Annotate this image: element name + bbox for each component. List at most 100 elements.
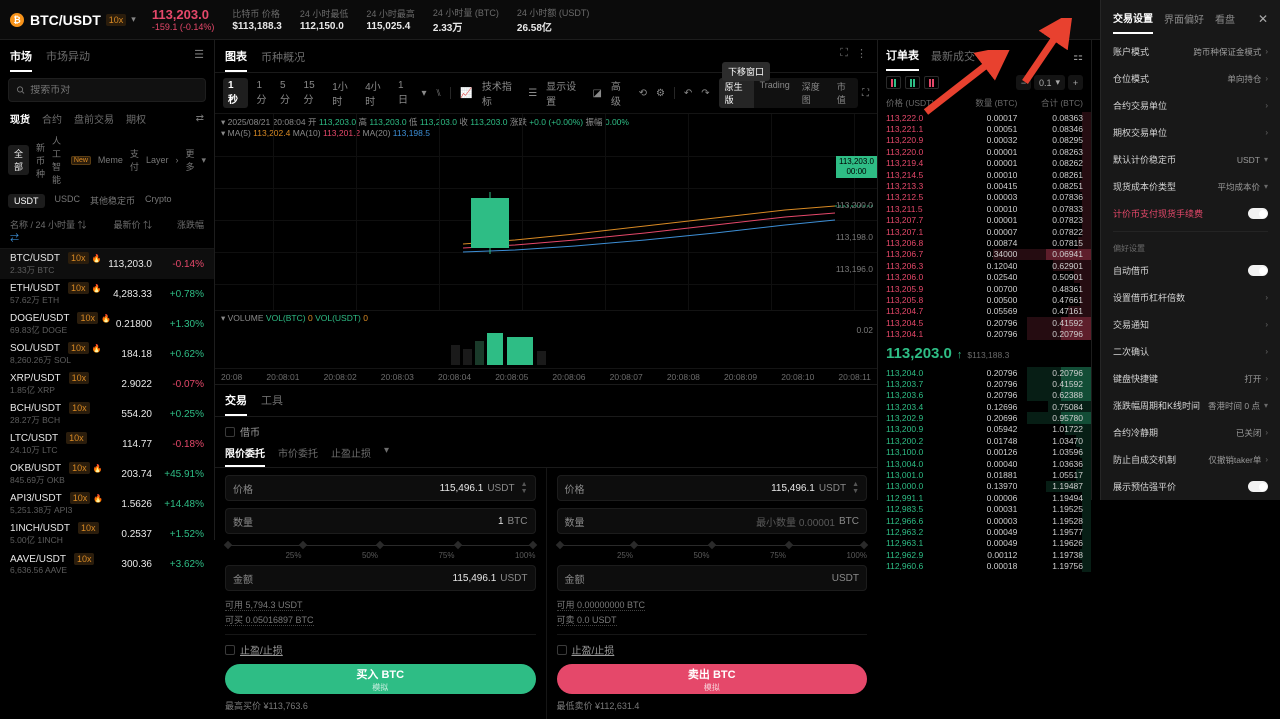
order-book-row[interactable]: 113,200.2 0.01748 1.03470	[878, 435, 1091, 447]
fullscreen-icon[interactable]: ⛶	[862, 87, 870, 99]
order-book-row[interactable]: 112,962.9 0.00112 1.19738	[878, 549, 1091, 561]
order-book-row[interactable]: 113,100.0 0.00126 1.03596	[878, 446, 1091, 458]
order-book-row[interactable]: 113,206.3 0.12040 0.62901	[878, 260, 1091, 272]
order-book-row[interactable]: 113,000.0 0.13970 1.19487	[878, 480, 1091, 493]
sell-price-stepper[interactable]: ▲ ▼	[852, 481, 859, 495]
type-tab-options[interactable]: 期权	[126, 115, 146, 126]
order-book-row[interactable]: 113,204.5 0.20796 0.41592	[878, 317, 1091, 329]
toggle-switch[interactable]	[1248, 265, 1268, 276]
order-book-row[interactable]: 113,221.1 0.00051 0.08346	[878, 123, 1091, 135]
timeframe-1h[interactable]: 1小时	[332, 82, 348, 108]
order-book-row[interactable]: 113,211.5 0.00010 0.07833	[878, 203, 1091, 215]
order-book-row[interactable]: 113,202.9 0.20696 0.95780	[878, 412, 1091, 424]
order-book-row[interactable]: 113,204.7 0.05569 0.47161	[878, 305, 1091, 318]
category-meme[interactable]: Meme	[97, 155, 123, 165]
slider-mark[interactable]	[555, 540, 564, 550]
buy-price-field[interactable]: 价格 115,496.1 USDT ▲ ▼	[225, 475, 536, 501]
display-settings-button[interactable]: 显示设置	[546, 82, 577, 108]
view-both-icon[interactable]	[886, 76, 901, 89]
margin-checkbox[interactable]	[225, 426, 235, 437]
order-book-row[interactable]: 113,213.3 0.00415 0.08251	[878, 180, 1091, 192]
timeframe-1d[interactable]: 1日	[397, 80, 408, 106]
quote-usdt[interactable]: USDT	[8, 194, 45, 208]
expand-icon[interactable]: ⛶	[840, 47, 848, 59]
slider-mark[interactable]	[453, 540, 463, 550]
chevron-down-icon[interactable]: ▾	[131, 14, 136, 24]
tab-recent-trades[interactable]: 最新成交	[931, 51, 975, 63]
order-book-row[interactable]: 112,983.5 0.00031 1.19525	[878, 503, 1091, 515]
sell-button[interactable]: 卖出 BTC 模拟	[556, 664, 867, 694]
advanced-button[interactable]: 高级	[610, 82, 621, 108]
list-item[interactable]: AAVE/USDT 10x 6,636.56 AAVE 300.36 +3.62%	[0, 549, 214, 579]
order-book-row[interactable]: 112,960.6 0.00018 1.19756	[878, 560, 1091, 572]
buy-amount-slider[interactable]: 25% 50% 75% 100%	[223, 540, 537, 560]
header-change[interactable]: 涨跌幅	[176, 220, 204, 230]
view-mode-marketcap[interactable]: 市值	[836, 82, 846, 105]
type-tab-futures[interactable]: 合约	[42, 115, 62, 126]
order-book-row[interactable]: 113,222.0 0.00017 0.08363	[878, 112, 1091, 124]
type-tab-spot[interactable]: 现货	[10, 115, 30, 126]
category-next-icon[interactable]: ›	[175, 155, 179, 165]
tick-increase-button[interactable]: +	[1068, 75, 1083, 90]
category-more[interactable]: 更多	[185, 149, 195, 172]
order-book-row[interactable]: 113,204.1 0.20796 0.20796	[878, 328, 1091, 340]
tab-market[interactable]: 市场	[10, 48, 32, 72]
tab-market-movers[interactable]: 市场异动	[46, 51, 90, 63]
redo-icon[interactable]: ↷	[701, 87, 710, 99]
technical-indicators-button[interactable]: 技术指标	[481, 82, 512, 108]
toggle-switch[interactable]	[1248, 481, 1268, 492]
header-name[interactable]: 名称 / 24 小时量 ⇅ ⇄	[10, 220, 87, 243]
view-mode-tradingview[interactable]: Trading	[759, 80, 790, 90]
buy-price-stepper[interactable]: ▲ ▼	[520, 481, 528, 495]
order-book-row[interactable]: 113,205.9 0.00700 0.48361	[878, 282, 1091, 295]
order-book-row[interactable]: 113,212.5 0.00003 0.07836	[878, 191, 1091, 204]
quote-stable[interactable]: 其他稳定币	[90, 196, 136, 206]
reset-icon[interactable]: ⟲	[638, 87, 647, 99]
order-book-row[interactable]: 112,963.2 0.00049 1.19577	[878, 526, 1091, 538]
order-book-row[interactable]: 113,203.7 0.20796 0.41592	[878, 378, 1091, 390]
indicator-icon[interactable]: 📈	[460, 87, 473, 99]
category-payment[interactable]: 支付	[129, 149, 139, 172]
settings-item[interactable]: 期权交易单位 ›	[1101, 119, 1280, 146]
list-item[interactable]: SOL/USDT 10x 🔥 8,260.26万 SOL 184.18 +0.62%	[0, 339, 214, 369]
list-item[interactable]: DOGE/USDT 10x 🔥 69.83亿 DOGE 0.21800 +1.30%	[0, 309, 214, 339]
settings-item[interactable]: 键盘快捷键 打开 ›	[1101, 365, 1280, 392]
view-bids-icon[interactable]	[905, 76, 920, 89]
order-book-row[interactable]: 113,205.8 0.00500 0.47661	[878, 294, 1091, 306]
order-book-row[interactable]: 113,204.0 0.20796 0.20796	[878, 366, 1091, 379]
list-item[interactable]: XRP/USDT 10x 1.85亿 XRP 2.9022 -0.07%	[0, 369, 214, 399]
tab-tools[interactable]: 工具	[261, 395, 283, 407]
slider-mark[interactable]	[707, 540, 716, 550]
slider-mark[interactable]	[298, 540, 307, 550]
header-price[interactable]: 最新价 ⇅	[113, 220, 152, 230]
timeframe-1s[interactable]: 1秒	[223, 78, 248, 108]
settings-item[interactable]: 合约冷静期 已关闭 ›	[1101, 419, 1280, 446]
sell-tp-sl-checkbox[interactable]	[556, 644, 567, 655]
tab-trade-settings[interactable]: 交易设置	[1113, 10, 1153, 34]
order-type-market[interactable]: 市价委托	[278, 449, 318, 460]
slider-mark[interactable]	[528, 540, 537, 550]
order-book-row[interactable]: 112,966.6 0.00003 1.19528	[878, 514, 1091, 527]
settings-item[interactable]: 展示预估强平价	[1101, 473, 1280, 500]
display-settings-icon[interactable]: ☰	[528, 87, 538, 99]
sell-tp-sl-row[interactable]: 止盈/止损	[556, 634, 867, 657]
sort-toggle-icon[interactable]: ⇄	[195, 113, 204, 124]
tick-decrease-button[interactable]: −	[1015, 75, 1031, 90]
category-layer[interactable]: Layer	[145, 155, 169, 165]
list-item[interactable]: 1INCH/USDT 10x 5.00亿 1INCH 0.2537 +1.52%	[0, 519, 214, 549]
order-book-row[interactable]: 113,203.6 0.20796 0.62388	[878, 389, 1091, 401]
list-item[interactable]: LTC/USDT 10x 24.10万 LTC 114.77 -0.18%	[0, 429, 214, 459]
settings-item[interactable]: 二次确认 ›	[1101, 338, 1280, 365]
view-mode-depth[interactable]: 深度图	[801, 82, 820, 105]
list-item[interactable]: OKB/USDT 10x 🔥 845.69万 OKB 203.74 +45.91%	[0, 459, 214, 489]
buy-amount-field[interactable]: 金额 115,496.1 USDT	[225, 565, 536, 591]
search-input[interactable]	[30, 84, 198, 96]
order-book-row[interactable]: 112,991.1 0.00006 1.19494	[878, 492, 1091, 504]
order-book-row[interactable]: 113,004.0 0.00040 1.03636	[878, 457, 1091, 470]
slider-mark[interactable]	[223, 540, 233, 550]
candle-type-icon[interactable]: ⑊	[435, 87, 442, 99]
timeframe-4h[interactable]: 4小时	[365, 82, 381, 108]
order-book-row[interactable]: 113,203.4 0.12696 0.75084	[878, 400, 1091, 413]
settings-item[interactable]: 防止自成交机制 仅撤销taker单 ›	[1101, 446, 1280, 473]
settings-item[interactable]: 自动借币	[1101, 257, 1280, 284]
